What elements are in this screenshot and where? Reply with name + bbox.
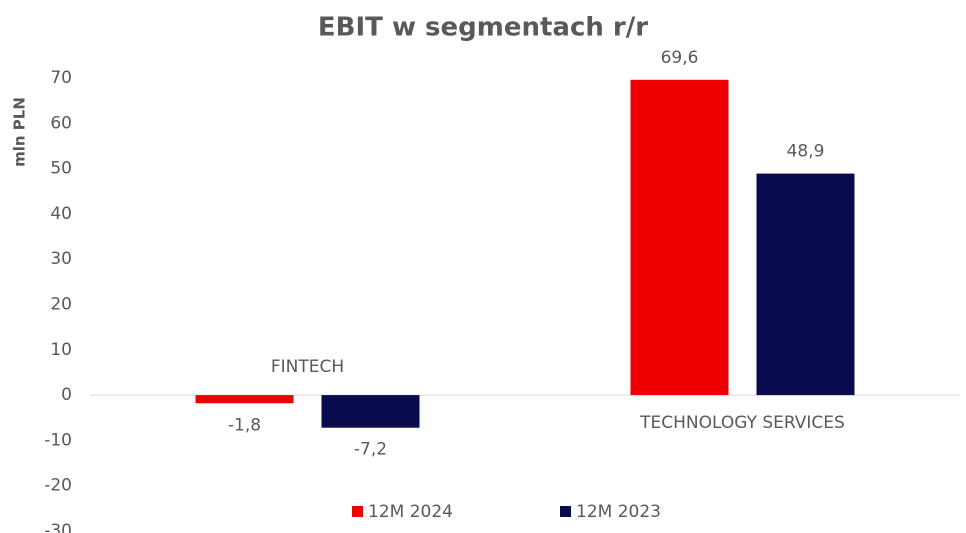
bar <box>756 173 855 396</box>
value-label: -1,8 <box>228 415 261 435</box>
y-tick-label: 30 <box>50 249 72 269</box>
y-tick-label: -30 <box>44 521 72 533</box>
bar <box>195 395 294 404</box>
y-tick-label: 70 <box>50 68 72 88</box>
y-tick-label: 50 <box>50 159 72 179</box>
value-label: -7,2 <box>354 440 387 460</box>
value-label: 69,6 <box>661 48 699 68</box>
bar <box>321 395 420 428</box>
chart-title: EBIT w segmentach r/r <box>318 13 648 43</box>
legend-swatch <box>352 506 363 517</box>
legend-label: 12M 2023 <box>576 502 661 522</box>
y-tick-label: 0 <box>61 385 72 405</box>
legend-swatch <box>560 506 571 517</box>
y-tick-label: 20 <box>50 295 72 315</box>
x-tick-label: FINTECH <box>271 357 344 377</box>
y-tick-label: -20 <box>44 476 72 496</box>
value-label: 48,9 <box>787 142 825 162</box>
x-tick-label: TECHNOLOGY SERVICES <box>639 413 845 433</box>
y-tick-label: 60 <box>50 113 72 133</box>
bar <box>630 79 729 396</box>
y-axis-label: mln PLN <box>11 97 29 167</box>
y-tick-label: 10 <box>50 340 72 360</box>
legend-label: 12M 2024 <box>368 502 453 522</box>
y-tick-label: -10 <box>44 430 72 450</box>
y-tick-label: 40 <box>50 204 72 224</box>
